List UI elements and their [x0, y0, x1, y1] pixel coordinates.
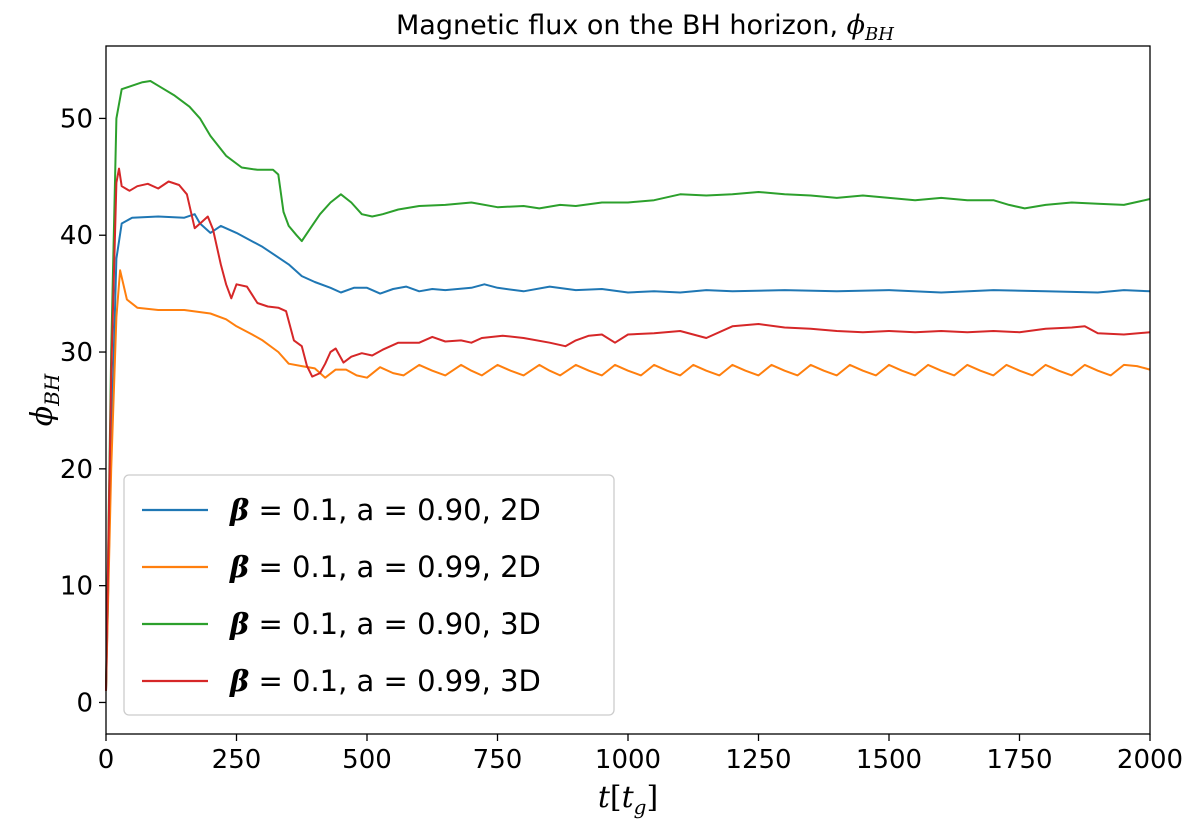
plot-area	[105, 80, 1151, 691]
legend-label: β = 0.1, a = 0.90, 3D	[229, 607, 541, 641]
legend-items: β = 0.1, a = 0.90, 2D β = 0.1, a = 0.99, …	[142, 493, 541, 698]
x-tick-label: 1000	[595, 745, 661, 775]
x-axis-label: t[tg]	[598, 780, 658, 819]
x-tick-label: 1750	[986, 745, 1052, 775]
series-line-3	[105, 80, 1151, 691]
x-tick-label: 0	[98, 745, 115, 775]
legend-box	[123, 474, 615, 716]
legend-label: β = 0.1, a = 0.90, 2D	[229, 493, 541, 527]
x-axis-ticks: 0 250 500 750 1000 1250 1500 1750 2000	[98, 734, 1183, 775]
x-tick-label: 1250	[725, 745, 791, 775]
y-tick-label: 40	[60, 221, 93, 251]
legend: β = 0.1, a = 0.90, 2D β = 0.1, a = 0.99, …	[123, 474, 615, 716]
x-tick-label: 1500	[856, 745, 922, 775]
x-tick-label: 750	[473, 745, 523, 775]
x-tick-label: 250	[212, 745, 262, 775]
x-tick-label: 500	[342, 745, 392, 775]
y-tick-label: 30	[60, 338, 93, 368]
chart-title: Magnetic flux on the BH horizon, ϕBH	[396, 10, 894, 45]
y-tick-label: 20	[60, 455, 93, 485]
x-tick-label: 2000	[1117, 745, 1183, 775]
legend-label: β = 0.1, a = 0.99, 3D	[229, 664, 541, 698]
y-axis-ticks: 0 10 20 30 40 50	[60, 104, 106, 718]
y-tick-label: 10	[60, 572, 93, 602]
series-line-1	[105, 213, 1151, 691]
y-tick-label: 0	[76, 688, 93, 718]
series-line-2	[105, 269, 1151, 691]
y-axis-label: ϕBH	[25, 373, 64, 426]
y-tick-label: 50	[60, 104, 93, 134]
series-line-4	[105, 167, 1151, 691]
legend-label: β = 0.1, a = 0.99, 2D	[229, 550, 541, 584]
